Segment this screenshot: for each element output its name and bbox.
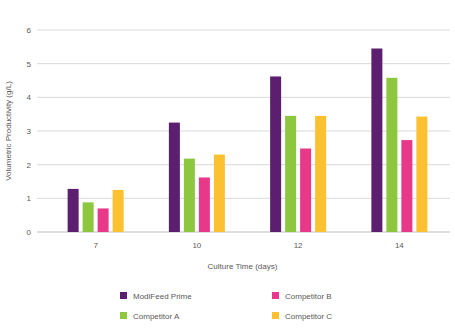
bars — [68, 49, 428, 232]
x-axis-label: Culture Time (days) — [208, 262, 278, 271]
x-tick-label: 14 — [395, 241, 404, 250]
legend: ModiFeed Prime Competitor A Competitor B Co… — [120, 292, 332, 321]
bar — [371, 49, 382, 232]
legend-label: Competitor B — [285, 292, 332, 301]
grid-line — [37, 63, 450, 64]
y-tick-label: 0 — [27, 228, 32, 237]
x-tick-label: 10 — [192, 241, 201, 250]
legend-swatch — [120, 292, 127, 299]
y-axis-label: Volumetric Productivity (g/L) — [4, 81, 13, 181]
y-tick-label: 4 — [27, 93, 32, 102]
chart-container: 0123456Volumetric Productivity (g/L)7101… — [0, 0, 455, 336]
y-tick-label: 5 — [27, 60, 32, 69]
bar — [315, 116, 326, 232]
bar — [401, 140, 412, 232]
bar — [199, 177, 210, 232]
grid — [37, 30, 450, 232]
x-tick-label: 7 — [93, 241, 98, 250]
grid-line — [37, 30, 450, 31]
legend-swatch — [272, 292, 279, 299]
x-tick-label: 12 — [294, 241, 303, 250]
bar — [169, 123, 180, 232]
legend-swatch — [120, 312, 127, 319]
legend-label: Competitor C — [285, 312, 332, 321]
bar — [68, 189, 79, 232]
y-tick-label: 6 — [27, 26, 32, 35]
bar — [184, 159, 195, 232]
bar — [113, 190, 124, 232]
chart-svg: 0123456Volumetric Productivity (g/L)7101… — [0, 0, 455, 336]
legend-label: ModiFeed Prime — [133, 292, 192, 301]
legend-label: Competitor A — [133, 312, 180, 321]
y-tick-label: 2 — [27, 161, 32, 170]
bar — [98, 208, 109, 232]
bar — [285, 116, 296, 232]
y-tick-label: 1 — [27, 194, 32, 203]
bar — [300, 149, 311, 232]
bar — [386, 78, 397, 232]
legend-swatch — [272, 312, 279, 319]
bar — [214, 155, 225, 232]
bar — [416, 117, 427, 232]
bar — [270, 76, 281, 232]
bar — [83, 202, 94, 232]
y-tick-label: 3 — [27, 127, 32, 136]
